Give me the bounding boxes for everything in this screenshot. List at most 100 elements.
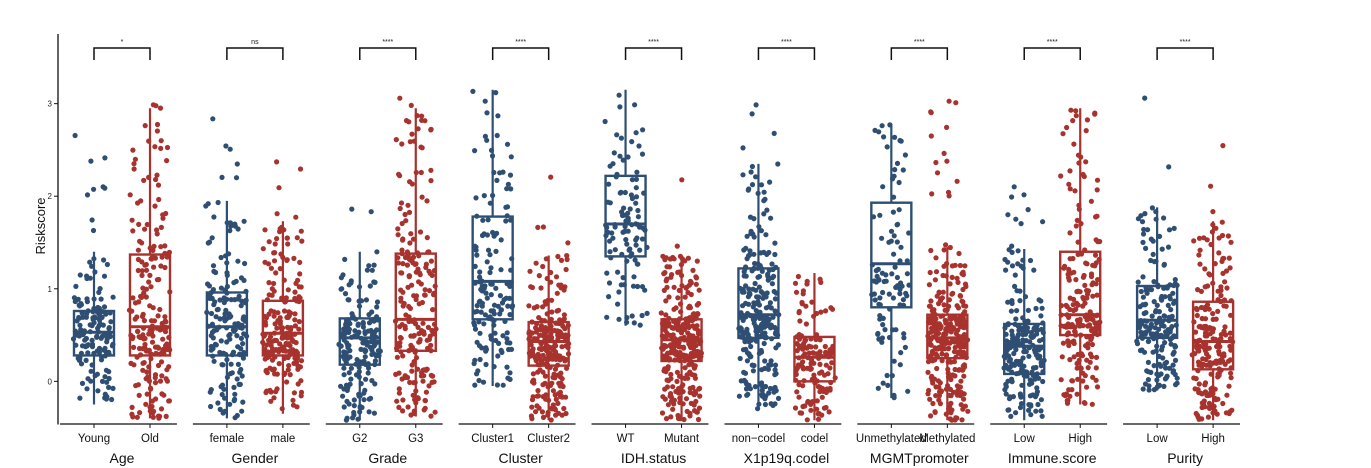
data-point <box>213 342 219 348</box>
data-point <box>670 384 676 390</box>
data-point <box>662 319 668 325</box>
data-point <box>403 373 409 380</box>
data-point <box>744 381 750 387</box>
data-point <box>162 314 168 320</box>
data-point <box>1090 374 1096 380</box>
data-point <box>298 378 304 384</box>
data-point <box>620 157 626 163</box>
data-point <box>632 257 638 263</box>
data-point <box>1069 322 1075 328</box>
data-point <box>889 373 895 379</box>
data-point <box>1006 407 1012 413</box>
data-point <box>1172 357 1179 363</box>
data-point <box>417 270 423 276</box>
data-point <box>408 342 414 348</box>
data-point <box>1003 362 1009 368</box>
data-point <box>794 365 801 371</box>
data-point <box>1017 288 1023 294</box>
data-point <box>358 346 364 352</box>
data-point <box>98 335 104 341</box>
data-point <box>633 194 640 200</box>
data-point <box>1145 227 1151 233</box>
data-point <box>614 132 620 138</box>
data-point <box>892 134 898 140</box>
data-point <box>1020 265 1026 271</box>
significance-label: **** <box>382 39 393 46</box>
data-point <box>371 262 377 268</box>
data-point <box>606 181 612 187</box>
data-point <box>241 277 247 283</box>
data-point <box>480 379 487 385</box>
data-point <box>762 196 768 202</box>
data-point <box>398 287 404 293</box>
data-point <box>419 113 425 119</box>
data-point <box>91 186 97 192</box>
data-point <box>106 349 112 355</box>
data-point <box>696 386 702 392</box>
data-point <box>770 402 776 408</box>
data-point <box>946 297 953 303</box>
data-point <box>274 211 280 217</box>
significance-bracket <box>1023 47 1081 60</box>
data-point <box>885 382 891 388</box>
data-point <box>1094 327 1100 333</box>
significance-bracket <box>890 47 949 60</box>
data-point <box>540 414 547 420</box>
data-point <box>561 356 568 363</box>
data-point <box>1095 277 1101 283</box>
data-point <box>154 231 160 237</box>
data-point <box>372 317 378 323</box>
data-point <box>1228 312 1234 318</box>
data-point <box>500 169 506 175</box>
data-point <box>684 408 690 414</box>
data-point <box>1066 181 1072 187</box>
data-point <box>1208 183 1214 189</box>
data-point <box>406 209 413 215</box>
data-point <box>397 173 403 179</box>
data-point <box>536 315 542 321</box>
x-tick-label: Methylated <box>919 433 975 445</box>
data-point <box>954 338 960 344</box>
data-point <box>621 205 627 211</box>
data-point <box>882 327 888 333</box>
data-point <box>227 336 233 342</box>
data-point <box>618 282 624 288</box>
data-point <box>1080 294 1086 301</box>
data-point <box>408 102 414 108</box>
data-point <box>814 332 820 338</box>
data-point <box>147 272 153 278</box>
x-tick-label: codel <box>801 433 829 445</box>
data-point <box>1067 357 1073 363</box>
data-point <box>1033 408 1039 414</box>
data-point <box>763 383 769 390</box>
data-point <box>1222 324 1228 330</box>
data-point <box>736 393 743 399</box>
data-point <box>91 296 97 302</box>
data-point <box>356 284 363 290</box>
data-point <box>796 394 802 400</box>
data-point <box>873 279 880 285</box>
data-point <box>77 322 83 328</box>
data-point <box>764 290 770 296</box>
panel-title: Cluster <box>498 450 543 466</box>
data-point <box>359 404 365 411</box>
data-point <box>552 375 558 381</box>
data-point <box>751 251 757 257</box>
data-point <box>639 236 646 242</box>
data-point <box>142 226 148 232</box>
data-point <box>963 354 969 361</box>
data-point <box>271 288 277 294</box>
data-point <box>154 227 160 233</box>
data-point <box>1162 313 1168 319</box>
data-point <box>1140 239 1146 245</box>
data-point <box>1168 307 1174 313</box>
data-point <box>507 312 513 318</box>
data-point <box>1020 315 1026 321</box>
data-point <box>70 336 77 342</box>
data-point <box>1207 331 1213 337</box>
data-point <box>670 254 676 261</box>
data-point <box>406 273 413 279</box>
data-point <box>1210 222 1216 228</box>
data-point <box>76 302 82 308</box>
data-point <box>297 271 303 277</box>
